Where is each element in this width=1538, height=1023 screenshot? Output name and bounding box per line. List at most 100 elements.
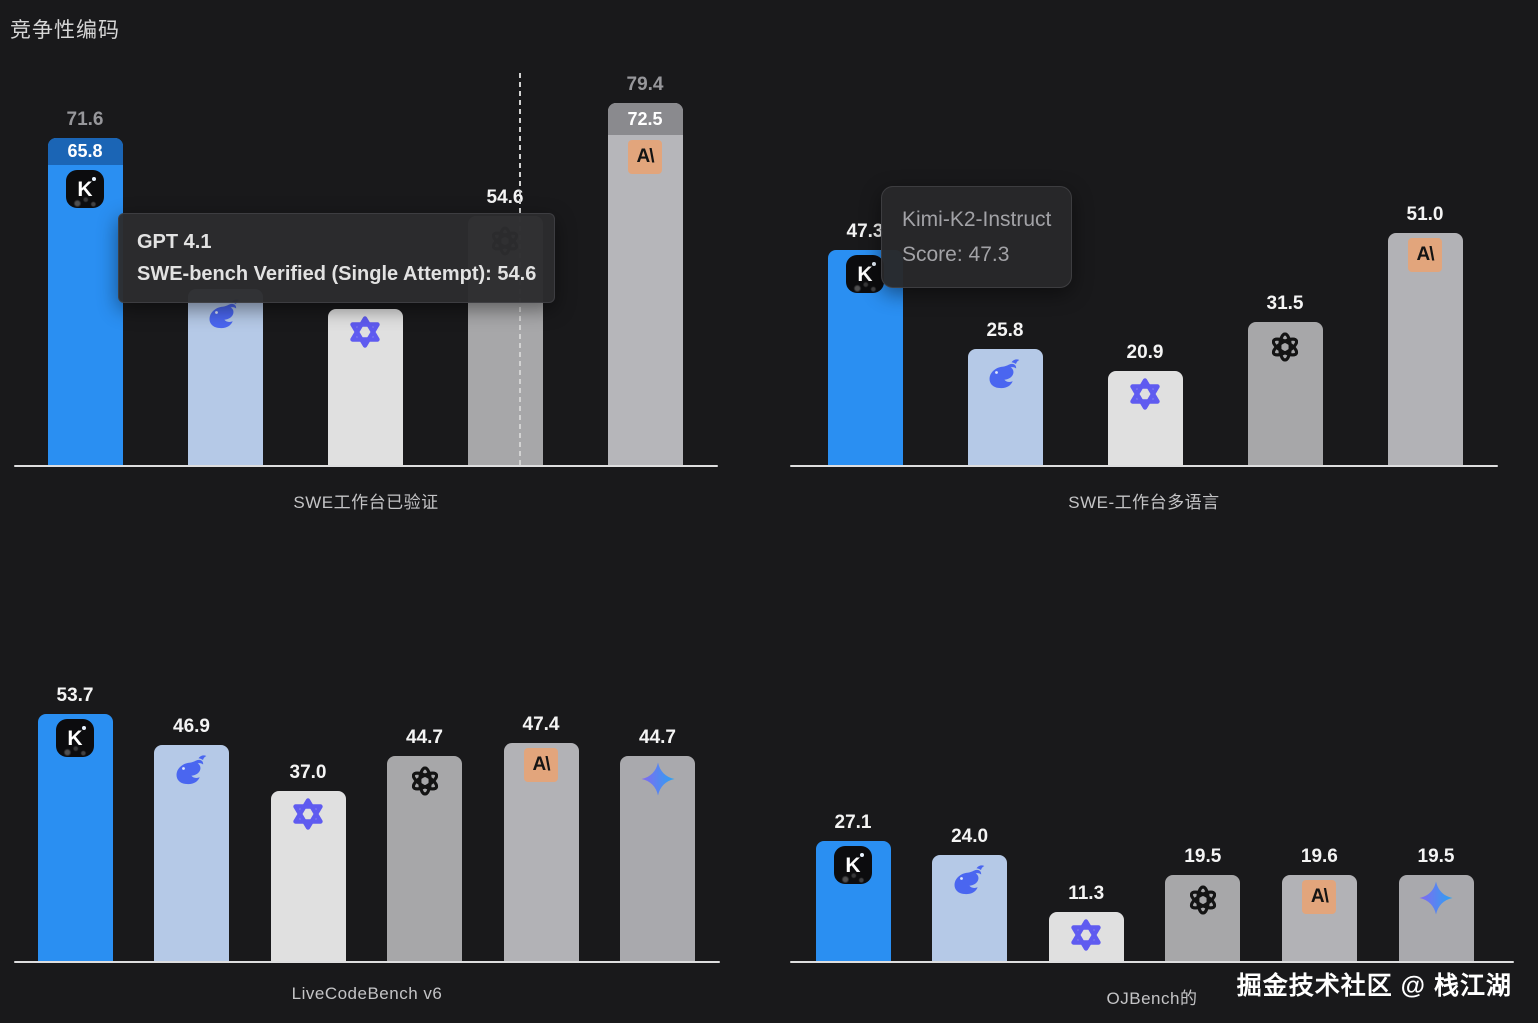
bar-claude-swe[interactable]: 72.5 A\ [607, 103, 683, 467]
bar-qwen-ojbench[interactable] [1048, 912, 1124, 963]
kimi-logo-icon: K [846, 255, 884, 293]
kimi-k-glyph: K [77, 177, 93, 201]
anthropic-logo-icon: A\ [1408, 238, 1442, 272]
gemini-star-icon [1419, 881, 1453, 915]
bar-icon-holder: K [834, 846, 872, 884]
bar-kimi-k2-instruct-ojbench[interactable]: K [815, 841, 891, 963]
bar-icon-holder [1068, 917, 1104, 953]
chart-livecodebench: K 53.7 46.9 37.0 44.7 A\ 47.4 44.7 LiveCodeBenc… [14, 496, 720, 1006]
bar-value-label: 19.5 [1417, 846, 1455, 867]
bar-deepseek-ojbench[interactable] [932, 855, 1008, 963]
bar-icon-holder [950, 860, 990, 900]
x-axis-label: OJBench的 [1106, 989, 1198, 1008]
bar-value-label: 27.1 [834, 812, 872, 833]
openai-logo-icon [1189, 885, 1216, 915]
chart-swe-bench-verified: 65.8 K 71.6 54.6 72.5 A\ 79.4 SWE工作台已验证 [14, 0, 718, 512]
bar-icon-holder: K [56, 719, 94, 757]
bar-kimi-k2-instruct-swe[interactable]: 65.8 K [47, 138, 123, 467]
kimi-dot [82, 726, 86, 730]
kimi-dot [872, 262, 876, 266]
bar-value-label: 54.6 [486, 187, 524, 208]
bar-icon-holder: K [66, 170, 104, 208]
bar-icon-holder [172, 750, 212, 790]
kimi-k-glyph: K [857, 262, 873, 286]
bar-value-label: 11.3 [1068, 883, 1105, 904]
bar-value-label: 31.5 [1266, 293, 1304, 314]
bar-icon-holder [347, 314, 383, 350]
x-axis [790, 961, 1514, 963]
bar-icon-holder [1127, 376, 1163, 412]
chart-ojbench: K 27.1 24.0 11.3 19.5 A\ 19.6 19.5 OJBench的 [790, 496, 1514, 1008]
bar-gemini-ojbench[interactable] [1398, 875, 1474, 963]
bar-value-label: 37.0 [289, 762, 327, 783]
bar-cap-single-attempt-value: 72.5 [607, 103, 683, 135]
bar-value-label: 51.0 [1406, 204, 1444, 225]
x-axis-label: LiveCodeBench v6 [291, 984, 443, 1003]
bar-value-label: 47.4 [522, 714, 560, 735]
plot-area: K 53.7 46.9 37.0 44.7 A\ 47.4 44.7 [14, 496, 720, 963]
bar-qwen-swe[interactable] [327, 309, 403, 467]
deepseek-whale-icon [954, 865, 984, 895]
bar-kimi-k2-instruct-livecodebench-v6[interactable]: K [37, 714, 113, 963]
bar-icon-holder: A\ [1302, 880, 1337, 914]
bar-icon-holder: A\ [524, 748, 558, 782]
tooltip-kimi-k2: Kimi-K2-Instruct Score: 47.3 [881, 186, 1073, 288]
anthropic-logo-icon: A\ [1302, 880, 1337, 914]
bar-icon-holder: A\ [628, 140, 662, 174]
bar-claude-ojbench[interactable]: A\ [1281, 875, 1357, 963]
bar-kimi-k2-instruct-swe[interactable]: K [827, 250, 903, 467]
bar-gpt-4-1-ojbench[interactable] [1165, 875, 1241, 963]
x-axis [14, 961, 720, 963]
bar-deepseek-livecodebench-v6[interactable] [154, 745, 229, 963]
bar-value-label: 79.4 [626, 74, 664, 95]
bar-claude-livecodebench-v6[interactable]: A\ [503, 743, 579, 963]
bar-icon-holder [1265, 327, 1305, 367]
anthropic-logo-icon: A\ [628, 140, 662, 174]
bar-claude-swe[interactable]: A\ [1387, 233, 1463, 467]
deepseek-whale-icon [176, 755, 206, 785]
bar-deepseek-swe[interactable] [187, 289, 263, 467]
bar-gpt-4-1-livecodebench-v6[interactable] [387, 756, 462, 963]
bar-value-label: 19.6 [1300, 846, 1338, 867]
bar-value-label: 24.0 [951, 826, 989, 847]
watermark: 掘金技术社区 @ 栈江湖 [1236, 972, 1512, 1000]
bar-icon-holder [1418, 880, 1454, 916]
kimi-logo-icon: K [834, 846, 872, 884]
kimi-k-glyph: K [67, 726, 83, 750]
qwen-logo-icon [350, 316, 380, 348]
bar-icon-holder [290, 796, 326, 832]
page-title: 竞争性编码 [10, 19, 120, 42]
x-axis-label: SWE工作台已验证 [293, 493, 439, 512]
openai-logo-icon [1271, 332, 1299, 362]
bar-gpt-4-1-swe[interactable] [1247, 322, 1323, 467]
bar-deepseek-swe[interactable] [967, 349, 1043, 467]
bar-value-label: 47.3 [846, 221, 884, 242]
qwen-logo-icon [1130, 378, 1160, 410]
bar-qwen-livecodebench-v6[interactable] [270, 791, 346, 963]
bar-value-label: 53.7 [56, 685, 94, 706]
qwen-logo-icon [293, 798, 323, 830]
chart-swe-bench-multilingual: K 47.3 25.8 20.9 31.5 A\ 51.0 SWE-工作台多语言 [790, 0, 1498, 512]
bar-icon-holder: K [846, 255, 884, 293]
tooltip-series-name: Kimi-K2-Instruct [902, 208, 1052, 231]
kimi-dot [92, 177, 96, 181]
bar-icon-holder [1183, 880, 1223, 920]
kimi-k-glyph: K [845, 853, 861, 877]
tooltip-series-name: GPT 4.1 [137, 231, 212, 253]
bar-value-label: 71.6 [66, 109, 104, 130]
bar-icon-holder [640, 761, 676, 797]
x-axis [790, 465, 1498, 467]
tooltip-gpt41: GPT 4.1 SWE-bench Verified (Single Attem… [118, 213, 556, 303]
gemini-star-icon [641, 762, 674, 796]
bar-gemini-livecodebench-v6[interactable] [620, 756, 695, 963]
anthropic-logo-icon: A\ [524, 748, 558, 782]
kimi-logo-icon: K [66, 170, 104, 208]
bar-icon-holder [985, 354, 1025, 394]
bar-cap-single-attempt-value: 65.8 [47, 138, 123, 165]
kimi-logo-icon: K [56, 719, 94, 757]
bar-qwen-swe[interactable] [1107, 371, 1183, 467]
bar-icon-holder [405, 761, 445, 801]
openai-logo-icon [411, 766, 438, 796]
x-axis [14, 465, 718, 467]
